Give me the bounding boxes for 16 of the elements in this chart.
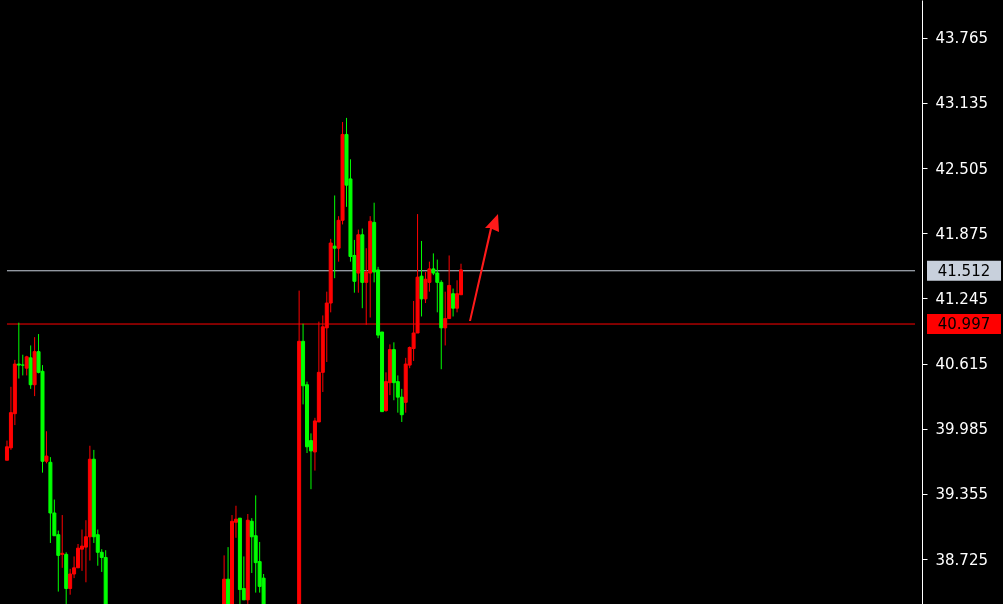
y-tick-label: 39.985 [935, 420, 988, 439]
candlestick [451, 288, 456, 317]
y-tick-label: 41.245 [935, 289, 988, 308]
candlestick [44, 430, 49, 464]
y-tick-label: 42.505 [935, 159, 988, 178]
y-tick-label: 41.875 [935, 224, 988, 243]
ref-line-label: 40.997 [937, 315, 991, 334]
y-tick-label: 43.135 [935, 94, 988, 113]
candlestick [16, 322, 21, 380]
y-tick-label: 38.725 [935, 550, 988, 569]
y-tick-label: 40.615 [935, 355, 988, 374]
candlestick [20, 354, 25, 376]
candlestick [60, 514, 65, 569]
y-tick-label: 39.355 [935, 485, 988, 504]
ref-line-label: 41.512 [937, 261, 991, 280]
y-tick-label: 43.765 [935, 29, 988, 48]
